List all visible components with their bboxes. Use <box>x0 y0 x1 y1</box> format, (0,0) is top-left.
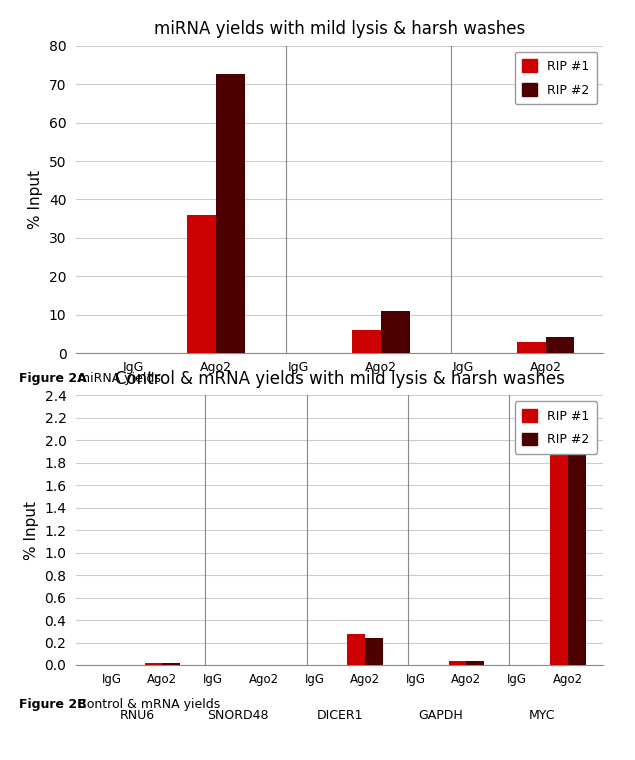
Text: miR191: miR191 <box>481 397 528 411</box>
Legend: RIP #1, RIP #2: RIP #1, RIP #2 <box>515 52 597 104</box>
Bar <box>545 337 575 353</box>
Text: SNORD48: SNORD48 <box>208 709 269 723</box>
Text: GAPDH: GAPDH <box>418 709 464 723</box>
Bar <box>347 634 365 665</box>
Legend: RIP #1, RIP #2: RIP #1, RIP #2 <box>515 401 597 454</box>
Bar <box>550 433 568 665</box>
Text: miRNA yields: miRNA yields <box>70 372 161 385</box>
Bar <box>517 342 545 353</box>
Text: Control & mRNA yields: Control & mRNA yields <box>70 698 221 711</box>
Text: let7c: let7c <box>159 397 190 411</box>
Bar <box>352 330 381 353</box>
Bar <box>449 660 467 665</box>
Text: miR125a: miR125a <box>312 397 368 411</box>
Bar <box>145 663 163 665</box>
Text: Figure 2A: Figure 2A <box>19 372 87 385</box>
Text: Figure 2B: Figure 2B <box>19 698 86 711</box>
Bar <box>365 638 383 665</box>
Title: miRNA yields with mild lysis & harsh washes: miRNA yields with mild lysis & harsh was… <box>154 21 525 39</box>
Y-axis label: % Input: % Input <box>29 170 43 229</box>
Bar <box>163 663 180 665</box>
Bar <box>568 410 585 665</box>
Bar <box>467 660 484 665</box>
Y-axis label: % Input: % Input <box>23 501 39 559</box>
Text: MYC: MYC <box>529 709 556 723</box>
Title: Control & mRNA yields with mild lysis & harsh washes: Control & mRNA yields with mild lysis & … <box>115 370 565 388</box>
Text: DICER1: DICER1 <box>316 709 363 723</box>
Bar <box>187 215 216 353</box>
Text: RNU6: RNU6 <box>119 709 154 723</box>
Bar <box>216 74 245 353</box>
Bar <box>381 311 410 353</box>
